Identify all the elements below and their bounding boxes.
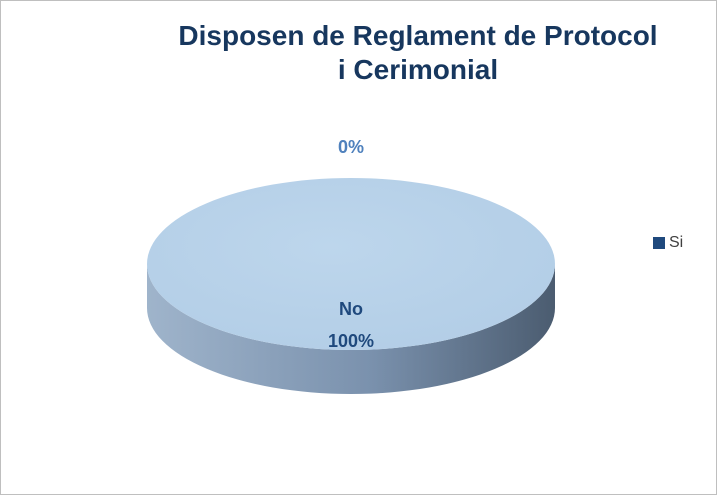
pie-slice <box>147 178 555 350</box>
category-label: No <box>339 299 363 319</box>
pie-side <box>147 264 555 394</box>
data-label: 0% <box>338 137 364 157</box>
chart-title: Disposen de Reglament de Protocol i Cerim… <box>178 20 657 85</box>
data-label: 100% <box>328 331 374 351</box>
legend-label: Si <box>669 234 683 251</box>
legend-marker <box>653 237 665 249</box>
